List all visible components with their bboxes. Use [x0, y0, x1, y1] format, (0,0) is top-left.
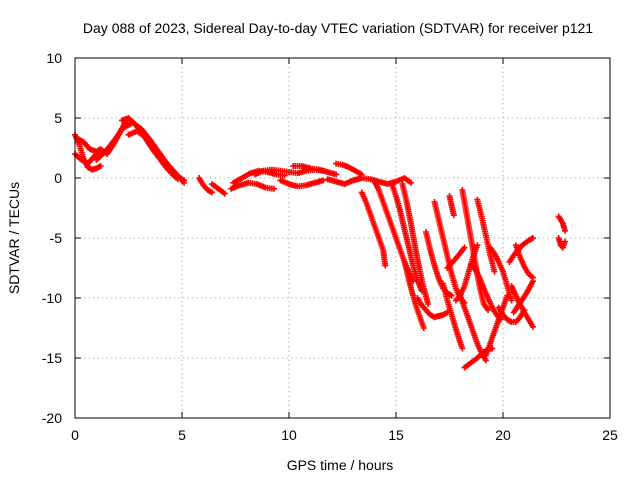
y-tick-label: -20: [42, 410, 62, 426]
y-tick-label: -15: [42, 350, 62, 366]
data-point: [529, 274, 536, 281]
y-tick-label: 5: [54, 110, 62, 126]
data-point: [425, 301, 432, 307]
series-arc-27: [444, 244, 468, 271]
data-point: [461, 244, 468, 251]
data-point: [181, 179, 188, 186]
data-point: [407, 179, 414, 186]
data-point: [320, 177, 327, 184]
y-tick-label: 0: [54, 170, 62, 186]
data-point: [271, 185, 278, 192]
x-tick-label: 0: [71, 427, 79, 443]
data-point: [459, 345, 466, 352]
data-point: [562, 238, 569, 245]
series-arc-14: [290, 163, 340, 178]
series-arc-20: [388, 181, 425, 294]
y-tick-label: -10: [42, 290, 62, 306]
data-point: [420, 325, 427, 331]
series-arc-9: [208, 181, 228, 197]
axis-ticks: 0 5 10 15 20 25 -20 -15 -10 -5 0 5 10: [42, 50, 618, 443]
series-arc-4: [93, 125, 126, 163]
series-arc-7: [125, 128, 181, 183]
series-arc-23: [414, 295, 451, 321]
data-point: [450, 212, 457, 219]
x-tick-label: 10: [281, 427, 297, 443]
data-point: [97, 146, 104, 153]
series-arc-30: [457, 292, 489, 364]
series-arc-43: [555, 235, 569, 251]
data-point: [508, 297, 515, 304]
series-arc-26: [446, 193, 457, 219]
series-arc-13: [277, 177, 327, 190]
series-arc-36: [482, 292, 511, 359]
series-arc-21: [399, 181, 432, 307]
data-point: [221, 190, 228, 197]
series-arc-22: [401, 259, 427, 331]
x-tick-label: 20: [495, 427, 511, 443]
data-point: [333, 171, 340, 178]
data-point: [485, 307, 492, 313]
series-arc-29: [440, 280, 466, 352]
series-arc-42: [555, 213, 569, 234]
data-point: [382, 262, 389, 269]
data-point: [529, 323, 536, 330]
data-point: [448, 292, 455, 299]
x-axis-label: GPS time / hours: [287, 457, 394, 473]
series-arc-24: [422, 229, 455, 299]
x-tick-label: 15: [388, 427, 404, 443]
data-point: [97, 163, 104, 169]
y-tick-label: 10: [46, 50, 62, 66]
series-arc-10: [228, 179, 278, 192]
x-tick-label: 5: [178, 427, 186, 443]
series-arc-41: [512, 242, 536, 281]
data-point: [504, 292, 511, 299]
data-point: [562, 227, 569, 234]
series-arc-32: [487, 244, 515, 304]
chart-title: Day 088 of 2023, Sidereal Day-to-day VTE…: [83, 20, 593, 36]
y-tick-label: -5: [50, 230, 63, 246]
series-arc-34: [474, 196, 498, 275]
series-arc-3: [74, 135, 104, 155]
series-arc-18: [358, 189, 389, 269]
y-axis-label: SDTVAR / TECUs: [6, 182, 22, 294]
data-point: [174, 176, 181, 183]
data-marks: [72, 115, 569, 371]
series-arc-33: [459, 187, 492, 313]
series-arc-8: [196, 175, 215, 196]
series-arc-25: [431, 199, 468, 306]
data-point: [529, 235, 536, 241]
data-point: [208, 189, 215, 196]
x-tick-label: 25: [602, 427, 618, 443]
data-point: [491, 268, 498, 275]
